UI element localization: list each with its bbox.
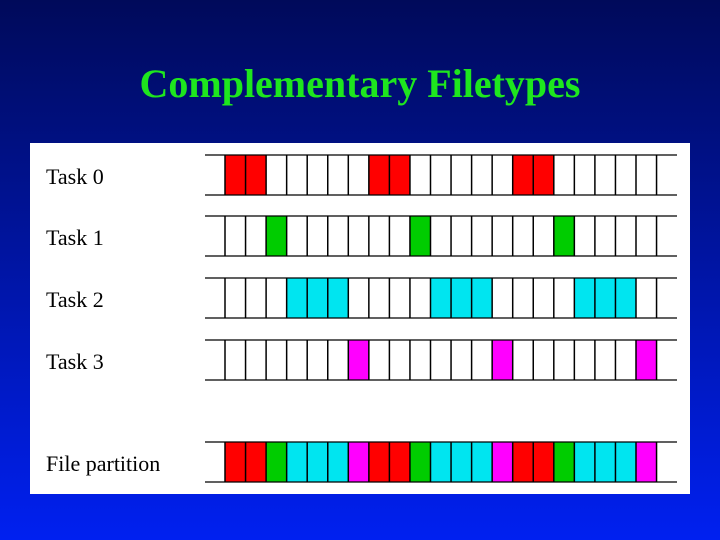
cell-filled — [389, 442, 410, 482]
row-label: Task 1 — [46, 225, 104, 250]
cell-filled — [451, 442, 472, 482]
cell-filled — [553, 216, 575, 256]
cell-filled — [615, 442, 636, 482]
cell-filled — [636, 442, 657, 482]
cell-filled — [512, 155, 534, 195]
cell-filled — [266, 216, 287, 256]
cell-filled — [533, 442, 554, 482]
cell-filled — [471, 278, 493, 318]
cell-filled — [327, 278, 349, 318]
cell-filled — [307, 442, 328, 482]
cell-filled — [327, 442, 349, 482]
rows: Task 0 Task 1 Task 2 Task 3 File partition — [46, 154, 677, 483]
cell-filled — [574, 278, 595, 318]
cell-filled — [368, 155, 390, 195]
cell-filled — [245, 155, 267, 195]
cell-filled — [615, 278, 636, 318]
cell-filled — [348, 442, 369, 482]
slide-title: Complementary Filetypes — [139, 61, 580, 106]
cell-filled — [471, 442, 493, 482]
cell-filled — [512, 442, 534, 482]
cell-filled — [368, 442, 390, 482]
cell-filled — [286, 278, 308, 318]
row-label: Task 0 — [46, 164, 104, 189]
cell-filled — [451, 278, 472, 318]
row-label: File partition — [46, 451, 160, 476]
cell-filled — [266, 442, 287, 482]
cell-filled — [533, 155, 554, 195]
cell-filled — [574, 442, 595, 482]
cell-filled — [594, 278, 616, 318]
cell-filled — [409, 216, 431, 256]
cell-filled — [492, 442, 513, 482]
cell-filled — [286, 442, 308, 482]
cell-filled — [245, 442, 267, 482]
cell-filled — [553, 442, 575, 482]
cell-filled — [636, 340, 657, 380]
cell-filled — [389, 155, 410, 195]
cell-filled — [225, 442, 246, 482]
cell-filled — [492, 340, 513, 380]
cell-filled — [348, 340, 369, 380]
row-label: Task 3 — [46, 349, 104, 374]
cell-filled — [225, 155, 246, 195]
cell-filled — [430, 278, 452, 318]
cell-filled — [409, 442, 431, 482]
cell-filled — [430, 442, 452, 482]
cell-filled — [594, 442, 616, 482]
cell-filled — [307, 278, 328, 318]
row-label: Task 2 — [46, 287, 104, 312]
